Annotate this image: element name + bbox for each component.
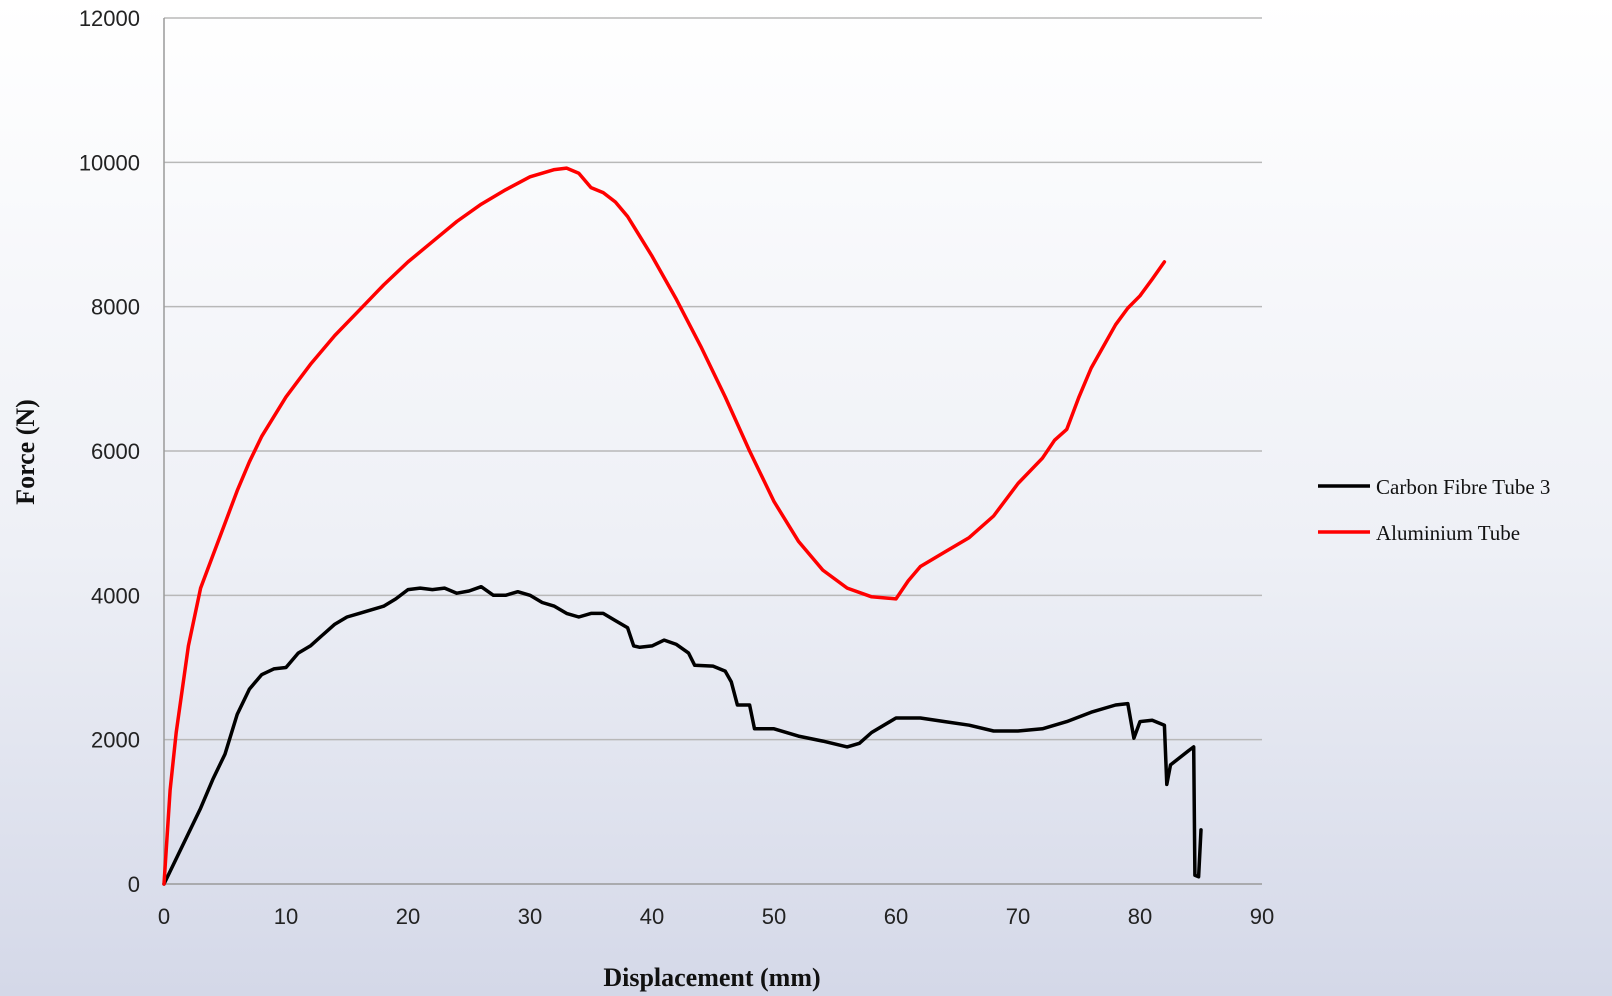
series-line-1 <box>162 166 1167 886</box>
y-tick-label: 12000 <box>79 6 140 31</box>
y-tick-label: 10000 <box>79 150 140 175</box>
x-tick-label: 10 <box>274 904 298 929</box>
x-axis-title: Displacement (mm) <box>603 963 820 992</box>
y-axis-title: Force (N) <box>11 399 40 505</box>
x-tick-label: 50 <box>762 904 786 929</box>
y-tick-label: 6000 <box>91 439 140 464</box>
y-tick-label: 4000 <box>91 583 140 608</box>
x-tick-label: 20 <box>396 904 420 929</box>
y-tick-label: 0 <box>128 872 140 897</box>
x-tick-labels: 0 10 20 30 40 50 60 70 80 90 <box>158 904 1274 929</box>
y-tick-label: 2000 <box>91 728 140 753</box>
series-lines <box>162 166 1203 886</box>
grid-lines <box>164 17 1262 741</box>
legend: Carbon Fibre Tube 3 Aluminium Tube <box>1318 475 1550 545</box>
legend-label-aluminium: Aluminium Tube <box>1376 521 1520 545</box>
x-tick-label: 0 <box>158 904 170 929</box>
x-tick-label: 90 <box>1250 904 1274 929</box>
x-tick-label: 60 <box>884 904 908 929</box>
axes <box>163 18 1262 885</box>
x-tick-label: 30 <box>518 904 542 929</box>
series-line-0 <box>162 584 1203 886</box>
legend-label-carbon-fibre: Carbon Fibre Tube 3 <box>1376 475 1550 499</box>
y-tick-labels: 0 2000 4000 6000 8000 10000 12000 <box>79 6 140 897</box>
x-tick-label: 40 <box>640 904 664 929</box>
y-tick-label: 8000 <box>91 295 140 320</box>
x-tick-label: 70 <box>1006 904 1030 929</box>
x-tick-label: 80 <box>1128 904 1152 929</box>
